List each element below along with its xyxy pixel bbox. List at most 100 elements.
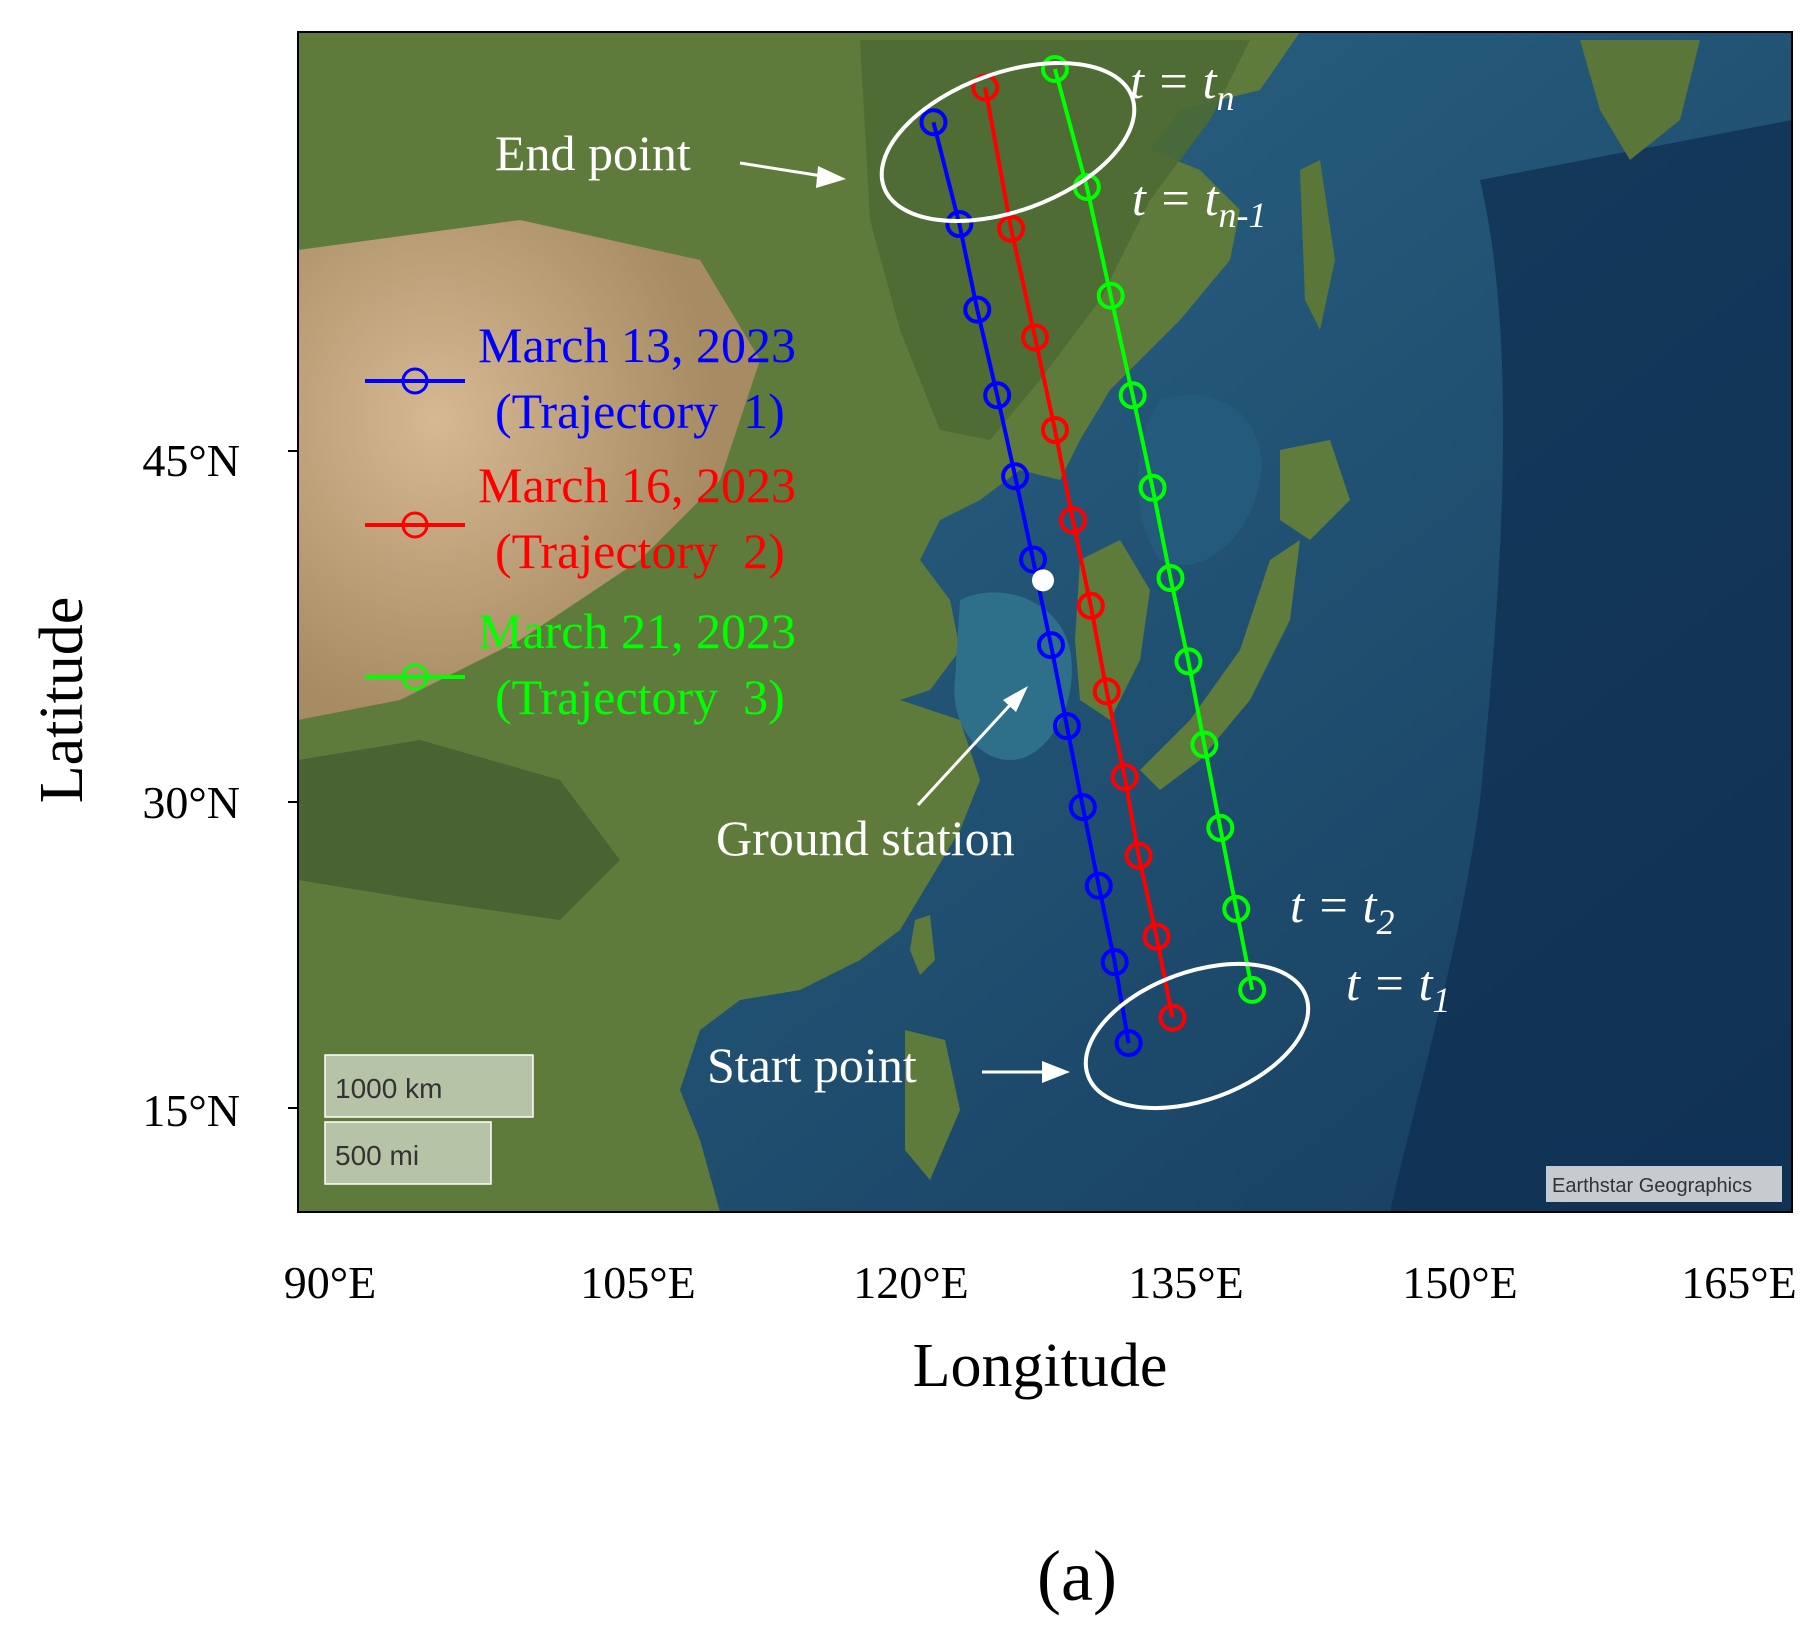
y-tick-label: 15°N	[142, 1085, 240, 1136]
t-n-1-label: t = tn-1	[1132, 170, 1267, 235]
mountain-region	[298, 740, 620, 920]
trajectory-point	[1068, 793, 1097, 822]
panel-label: (a)	[1037, 1536, 1117, 1616]
trajectory-point	[1158, 1003, 1187, 1032]
trajectory-series-2	[971, 73, 1187, 1032]
end-point-ellipse	[879, 60, 1137, 224]
scale-mi-label: 500 mi	[335, 1140, 419, 1171]
ground-station-arrow-line	[916, 703, 1012, 807]
x-tick-label: 105°E	[580, 1257, 696, 1308]
trajectory-point	[997, 214, 1026, 243]
t-1-sub: 1	[1433, 980, 1451, 1020]
trajectory-point	[1100, 948, 1129, 977]
t-2-label: t = t2	[1290, 877, 1395, 942]
trajectory-point	[1040, 415, 1069, 444]
legend-label-trajectory: (Trajectory 1)	[495, 383, 785, 439]
start-point-label: Start point	[707, 1037, 917, 1093]
trajectory-point	[1001, 462, 1030, 491]
trajectory-point	[1238, 975, 1267, 1004]
attribution-badge: Earthstar Geographics	[1546, 1166, 1782, 1202]
korean-peninsula	[1075, 540, 1150, 720]
legend-item-2: March 16, 2023 (Trajectory 2)	[365, 457, 796, 579]
trajectory-line	[983, 87, 1175, 1019]
trajectory-point	[1019, 545, 1048, 574]
hokkaido	[1280, 440, 1350, 540]
y-tick-label: 45°N	[142, 435, 240, 486]
map-frame	[297, 31, 1793, 1213]
legend-label-date: March 16, 2023	[478, 457, 796, 513]
trajectories	[919, 55, 1267, 1058]
legend-item-3: March 21, 2023 (Trajectory 3)	[365, 603, 796, 725]
sea-of-japan	[1137, 394, 1262, 566]
trajectory-point	[1096, 281, 1125, 310]
trajectory-point	[919, 108, 948, 137]
t-1-base: t = t	[1346, 955, 1434, 1011]
trajectory-point	[1142, 922, 1171, 951]
attribution-box	[1546, 1166, 1782, 1202]
philippines	[905, 1030, 960, 1180]
scale-mi-box	[324, 1121, 492, 1185]
trajectory-point	[1118, 381, 1147, 410]
t-n-1-base: t = t	[1132, 170, 1220, 226]
legend-marker	[401, 663, 429, 691]
legend-label-trajectory: (Trajectory 2)	[495, 523, 785, 579]
trajectory-point	[1190, 730, 1219, 759]
end-point-arrow-line	[739, 161, 823, 178]
x-tick-label: 90°E	[284, 1257, 377, 1308]
trajectory-point	[1114, 1029, 1143, 1058]
t-2-base: t = t	[1290, 877, 1378, 933]
trajectory-series-3	[1040, 55, 1267, 1004]
legend: March 13, 2023 (Trajectory 1) March 16, …	[365, 317, 796, 725]
trajectory-point	[1036, 631, 1065, 660]
ground-station-arrowhead	[1003, 686, 1028, 712]
x-tick-labels: 90°E 105°E 120°E 135°E 150°E 165°E	[284, 1257, 1797, 1308]
trajectory-line	[1053, 68, 1255, 991]
scale-km-box	[324, 1054, 534, 1118]
x-axis-label: Longitude	[913, 1332, 1168, 1400]
trajectory-point	[1021, 323, 1050, 352]
t-n-base: t = t	[1130, 53, 1218, 109]
scale-bar: 1000 km 500 mi	[324, 1054, 534, 1185]
honshu	[1140, 540, 1300, 790]
taiwan	[910, 915, 935, 975]
t-n-sub: n	[1217, 78, 1235, 118]
legend-label-date: March 13, 2023	[478, 317, 796, 373]
t-1-label: t = t1	[1346, 955, 1451, 1020]
end-point-arrowhead	[816, 166, 846, 188]
t-2-sub: 2	[1377, 902, 1395, 942]
legend-item-1: March 13, 2023 (Trajectory 1)	[365, 317, 796, 439]
trajectory-point	[1084, 871, 1113, 900]
scale-km-label: 1000 km	[335, 1073, 442, 1104]
trajectory-point	[1040, 55, 1069, 84]
t-n-label: t = tn	[1130, 53, 1235, 118]
trajectory-point	[1222, 894, 1251, 923]
trajectory-series-1	[919, 108, 1143, 1058]
x-tick-label: 135°E	[1128, 1257, 1244, 1308]
x-tick-label: 120°E	[853, 1257, 969, 1308]
kamchatka	[1580, 40, 1700, 160]
y-tick-label: 30°N	[142, 777, 240, 828]
desert-region	[298, 220, 760, 720]
y-tick-labels: 45°N 30°N 15°N	[142, 435, 298, 1136]
end-point-label: End point	[495, 125, 691, 181]
ground-station	[1032, 569, 1055, 592]
trajectory-point	[983, 381, 1012, 410]
northeast-forest	[860, 40, 1250, 440]
trajectory-point	[1052, 712, 1081, 741]
x-tick-label: 150°E	[1402, 1257, 1518, 1308]
legend-marker	[401, 511, 429, 539]
start-point-arrowhead	[1042, 1061, 1070, 1083]
deep-ocean	[1390, 120, 1792, 1212]
sakhalin	[1300, 160, 1335, 330]
trajectory-point	[1076, 591, 1105, 620]
trajectory-point	[945, 210, 974, 239]
ground-station-marker	[1032, 569, 1055, 592]
y-axis-label: Latitude	[28, 597, 96, 804]
trajectory-point	[1174, 647, 1203, 676]
attribution-text: Earthstar Geographics	[1552, 1175, 1752, 1197]
trajectory-point	[1058, 506, 1087, 535]
trajectory-point	[1206, 813, 1235, 842]
t-n-1-sub: n-1	[1219, 195, 1267, 235]
